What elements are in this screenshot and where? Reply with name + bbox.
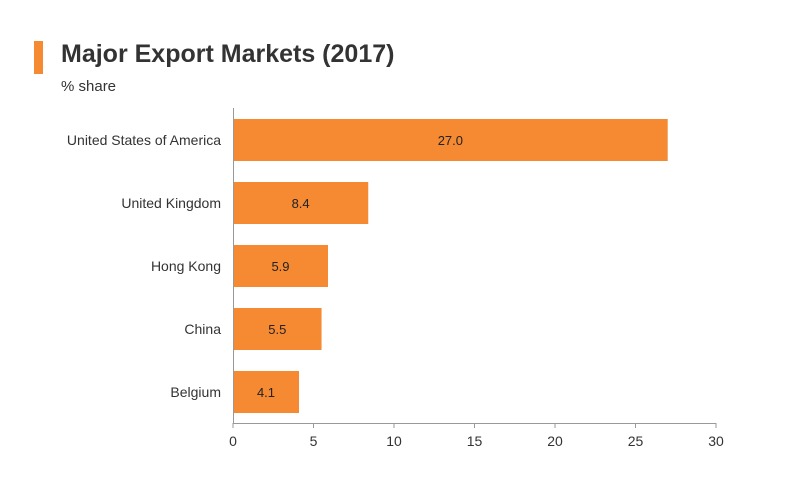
bar-0	[233, 119, 668, 161]
x-tick-label-0: 0	[229, 433, 237, 449]
category-label-1: United Kingdom	[121, 195, 221, 211]
x-tick-label-6: 30	[708, 433, 724, 449]
data-label-0: 27.0	[438, 133, 463, 148]
title-accent-bar	[34, 41, 43, 74]
data-label-1: 8.4	[292, 196, 310, 211]
x-tick-label-4: 20	[547, 433, 563, 449]
x-tick-label-3: 15	[467, 433, 483, 449]
category-label-3: China	[184, 321, 221, 337]
data-label-3: 5.5	[268, 322, 286, 337]
axis-layer: 0 5 10 15 20 25 30	[229, 108, 724, 449]
chart-title: Major Export Markets (2017)	[61, 40, 395, 68]
data-label-4: 4.1	[257, 385, 275, 400]
x-tick-label-5: 25	[628, 433, 644, 449]
data-label-2: 5.9	[271, 259, 289, 274]
bar-4	[233, 371, 300, 413]
bars-layer: 27.0 8.4 5.9 5.5 4.1	[233, 119, 668, 413]
category-labels-layer: United States of America United Kingdom Ho…	[67, 132, 221, 400]
x-tick-label-1: 5	[310, 433, 318, 449]
x-tick-label-2: 10	[386, 433, 402, 449]
chart-subtitle: % share	[61, 78, 117, 95]
category-label-4: Belgium	[170, 384, 221, 400]
category-label-2: Hong Kong	[151, 258, 221, 274]
bar-3	[233, 308, 322, 350]
bar-1	[233, 182, 369, 224]
category-label-0: United States of America	[67, 132, 221, 148]
bar-2	[233, 245, 328, 287]
